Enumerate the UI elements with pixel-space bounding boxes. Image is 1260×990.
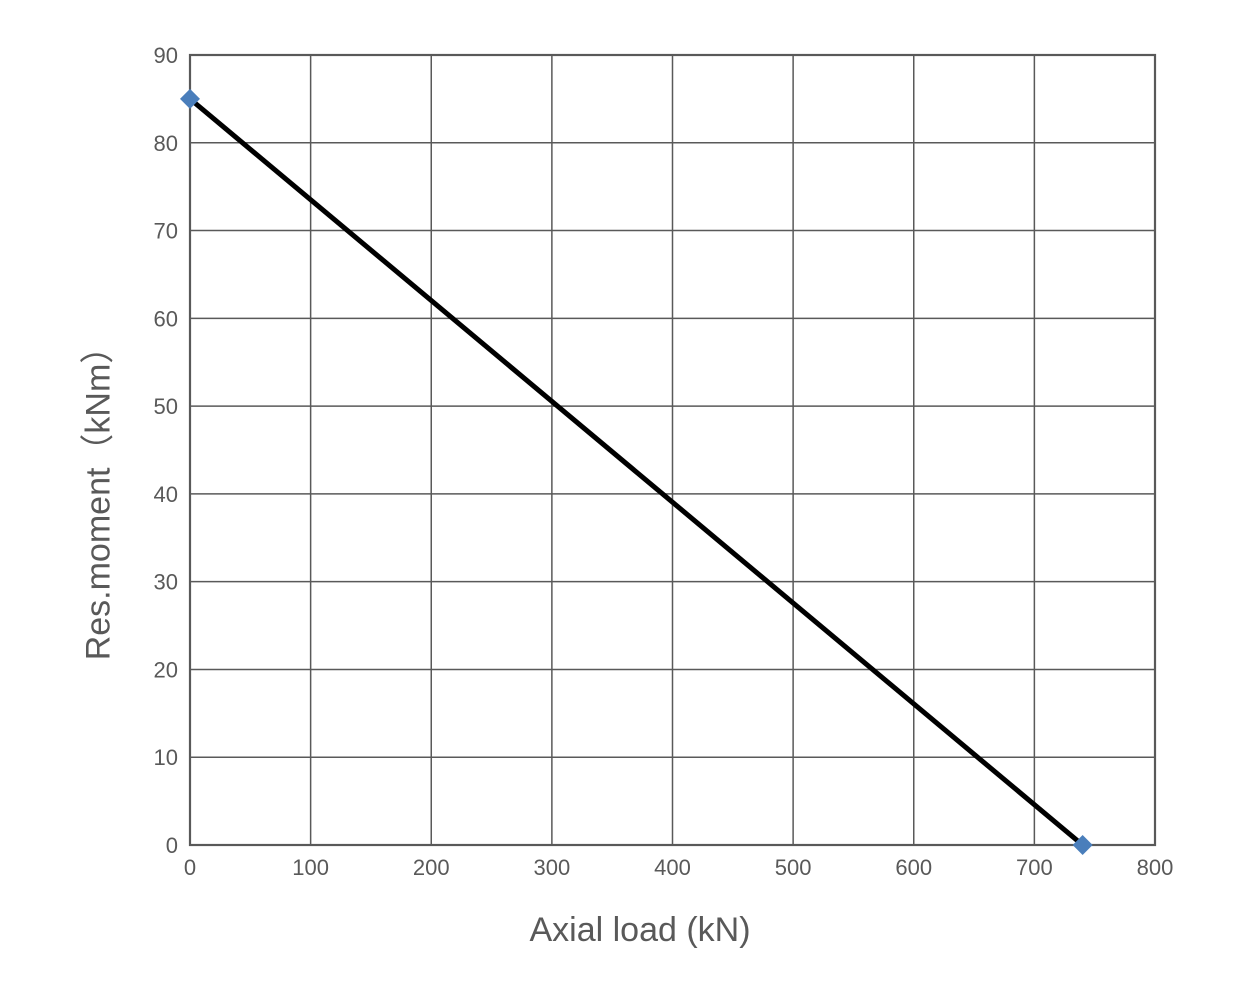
y-tick-label: 0 xyxy=(166,833,178,858)
x-tick-label: 0 xyxy=(184,855,196,880)
plot-area: 0100200300400500600700800 01020304050607… xyxy=(190,55,1155,845)
x-tick-label: 400 xyxy=(654,855,691,880)
plot-svg: 0100200300400500600700800 01020304050607… xyxy=(190,55,1155,845)
x-tick-labels: 0 100 200 300 400 500 600 700 800 xyxy=(184,855,1173,880)
y-tick-label: 60 xyxy=(154,306,178,331)
y-tick-label: 70 xyxy=(154,219,178,244)
y-axis-title: Res.moment（kNm） xyxy=(71,330,120,661)
y-tick-label: 90 xyxy=(154,43,178,68)
chart-wrapper: Res.moment（kNm） 010020030040050060070080… xyxy=(95,45,1185,945)
x-tick-label: 300 xyxy=(534,855,571,880)
series-group xyxy=(180,89,1093,855)
x-tick-label: 100 xyxy=(292,855,329,880)
y-tick-label: 20 xyxy=(154,657,178,682)
y-tick-label: 10 xyxy=(154,745,178,770)
x-tick-label: 600 xyxy=(895,855,932,880)
x-tick-label: 200 xyxy=(413,855,450,880)
y-tick-label: 30 xyxy=(154,570,178,595)
series-line xyxy=(190,99,1083,845)
x-axis-title: Axial load (kN) xyxy=(529,911,750,950)
y-tick-label: 80 xyxy=(154,131,178,156)
x-tick-label: 500 xyxy=(775,855,812,880)
x-tick-label: 700 xyxy=(1016,855,1053,880)
y-tick-label: 40 xyxy=(154,482,178,507)
y-tick-label: 50 xyxy=(154,394,178,419)
grid-group xyxy=(190,55,1155,845)
y-tick-labels: 0 10 20 30 40 50 60 70 80 90 xyxy=(154,43,178,858)
x-tick-label: 800 xyxy=(1137,855,1174,880)
